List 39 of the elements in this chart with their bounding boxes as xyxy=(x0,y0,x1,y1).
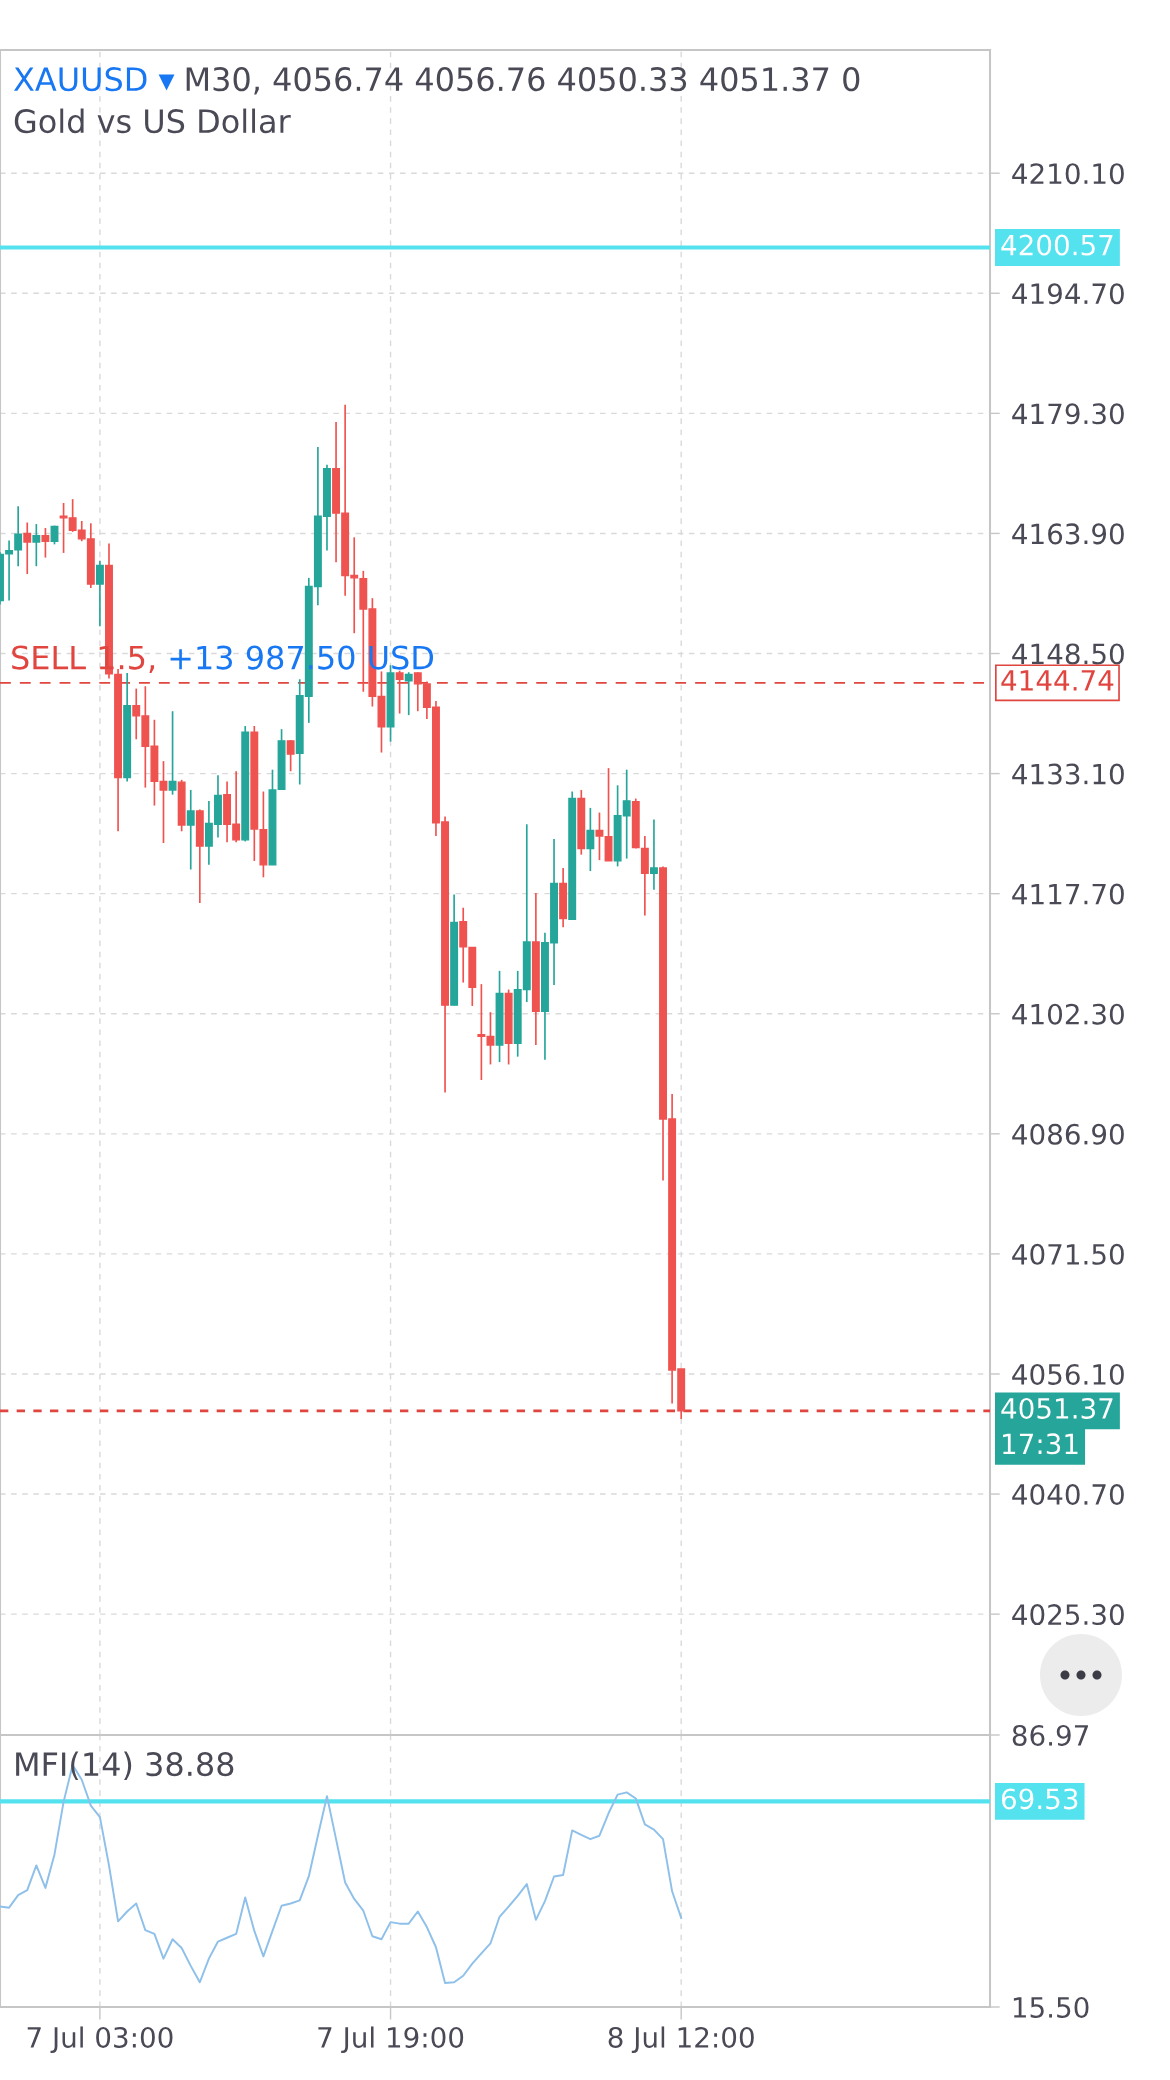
ref-line-label: 4144.74 xyxy=(1001,670,1114,691)
candlestick xyxy=(32,523,41,568)
candlestick xyxy=(404,671,413,716)
y-tick-label: 4025.30 xyxy=(1012,1604,1124,1626)
y-tick-label: 4148.50 xyxy=(1012,643,1124,665)
y-tick-label: 4071.50 xyxy=(1012,1243,1124,1265)
candlestick xyxy=(286,739,295,773)
candlestick xyxy=(395,669,404,715)
y-tick-label: 86.97 xyxy=(1012,1724,1088,1746)
y-tick-label: 4210.10 xyxy=(1012,163,1124,185)
x-tick-label: 7 Jul 19:00 xyxy=(318,2026,464,2054)
x-tick-label: 7 Jul 03:00 xyxy=(27,2026,173,2054)
candlestick xyxy=(595,811,604,861)
candlestick xyxy=(23,521,32,575)
candlestick xyxy=(41,527,50,559)
y-tick-label: 4102.30 xyxy=(1012,1003,1124,1025)
chart-title: MFI(14) 38.88 xyxy=(16,1751,234,1781)
chart-title: XAUUSD ▾ M30, 4056.74 4056.76 4050.33 4051.37 0 xyxy=(13,67,860,95)
y-tick-label: 4086.90 xyxy=(1012,1123,1124,1145)
text: Gold vs US Dollar xyxy=(14,108,291,134)
y-tick-label: 4163.90 xyxy=(1012,523,1124,545)
y-tick-label: 4194.70 xyxy=(1012,283,1124,305)
x-tick-label: 8 Jul 12:00 xyxy=(608,2026,754,2054)
text: 17:31 xyxy=(1003,1433,1078,1455)
candlestick xyxy=(186,789,195,871)
y-tick-label: 4040.70 xyxy=(1012,1484,1124,1506)
y-tick-label: 4133.10 xyxy=(1012,763,1124,785)
candlestick xyxy=(95,559,104,628)
ref-line-label: 69.53 xyxy=(1001,1788,1078,1810)
ref-line-label: 4200.57 xyxy=(1001,234,1113,256)
candlestick xyxy=(649,818,658,891)
candlestick xyxy=(159,760,168,844)
y-tick-label: 4056.10 xyxy=(1012,1363,1124,1385)
y-tick-label: 4117.70 xyxy=(1012,883,1124,905)
candlestick xyxy=(586,807,595,872)
y-tick-label: 4179.30 xyxy=(1012,403,1124,425)
candlestick xyxy=(168,710,177,796)
ref-line-label: 4051.37 xyxy=(1001,1397,1113,1419)
y-tick-label: 15.50 xyxy=(1013,1996,1089,2018)
